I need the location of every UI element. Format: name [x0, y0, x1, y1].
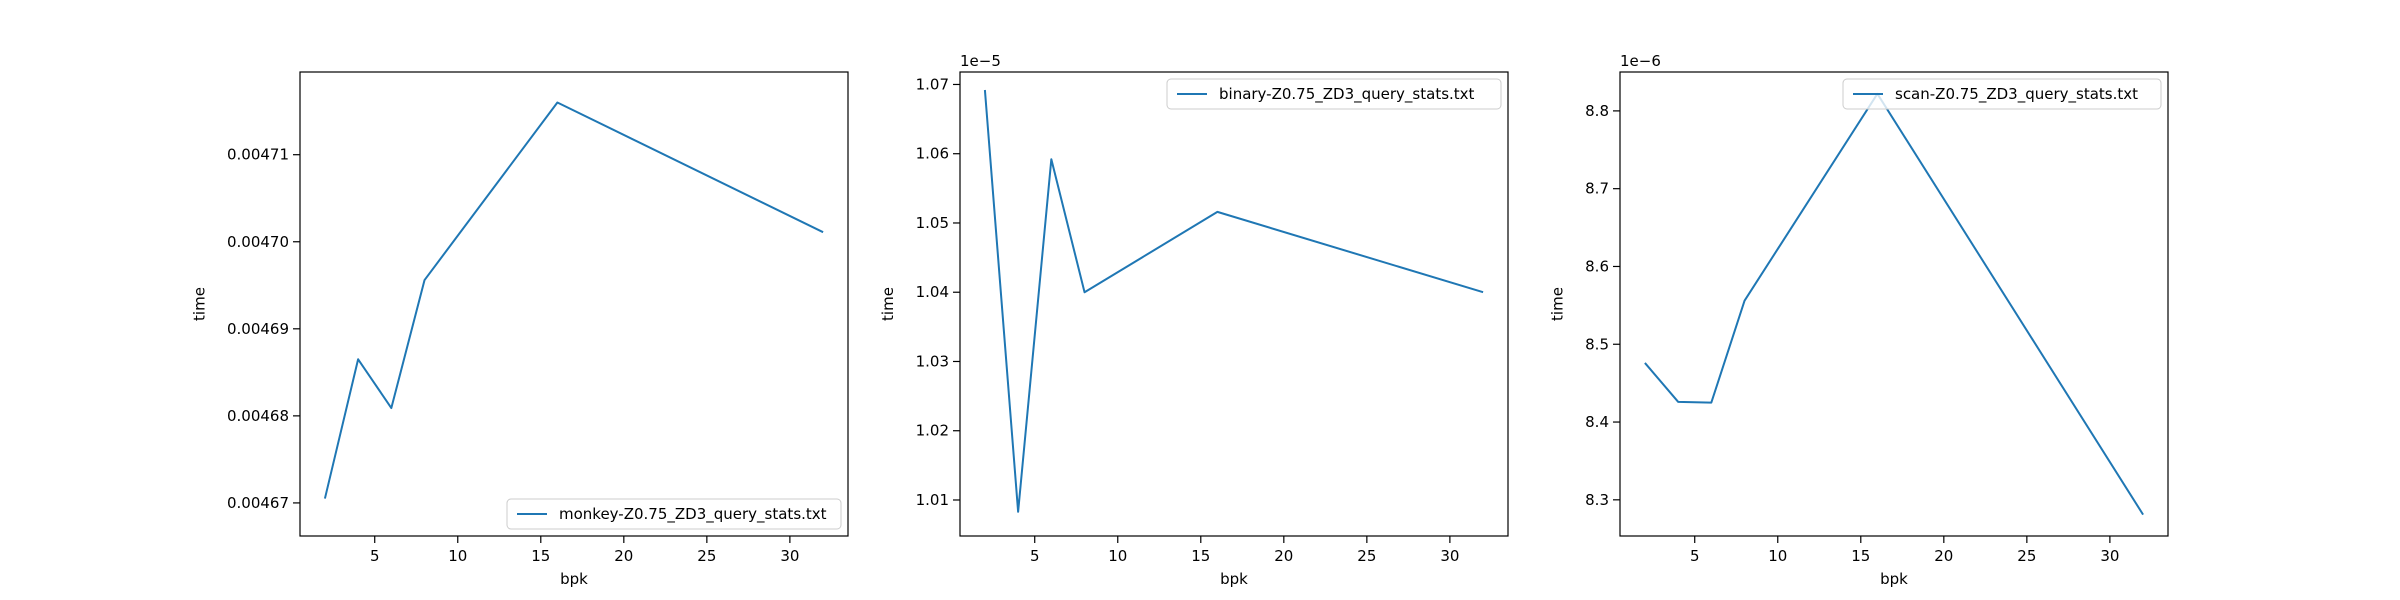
x-axis-label: bpk — [1220, 570, 1248, 588]
x-tick-label: 5 — [1690, 547, 1700, 565]
legend-box — [1842, 78, 2162, 110]
x-axis-label: bpk — [560, 570, 588, 588]
x-tick-label: 15 — [1851, 547, 1870, 565]
y-axis-label: time — [1549, 287, 1567, 321]
x-tick-label: 25 — [2017, 547, 2036, 565]
y-tick-label: 0.00468 — [227, 407, 289, 425]
y-axis-label: time — [879, 287, 897, 321]
y-axis-offset-label: 1e−5 — [960, 52, 1001, 70]
x-tick-label: 10 — [1768, 547, 1787, 565]
x-tick-label: 30 — [2100, 547, 2119, 565]
y-tick-label: 8.7 — [1585, 180, 1609, 198]
series-line-1 — [323, 101, 824, 499]
x-tick-label: 25 — [697, 547, 716, 565]
legend: scan-Z0.75_ZD3_query_stats.txt — [1842, 78, 2162, 110]
y-tick-label: 1.06 — [916, 145, 949, 163]
x-tick-label: 15 — [1191, 547, 1210, 565]
y-tick-label: 8.8 — [1585, 102, 1609, 120]
axes-frame — [299, 71, 849, 537]
x-tick-label: 20 — [1274, 547, 1293, 565]
y-tick-label: 8.6 — [1585, 257, 1609, 275]
legend-box — [506, 498, 842, 530]
chart-panel-1: 5 10 15 20 25 30 0.00467 0.00468 0.00469 0.00470 0… — [191, 71, 849, 588]
y-axis-label: time — [191, 287, 209, 321]
x-tick-label: 20 — [1934, 547, 1953, 565]
x-tick-label: 15 — [531, 547, 550, 565]
legend: monkey-Z0.75_ZD3_query_stats.txt — [506, 498, 842, 530]
chart-panel-3: 5 10 15 20 25 30 8.3 8.4 8.5 8.6 8.7 8.8 bpk time 1e−6… — [1549, 52, 2169, 588]
y-tick-label: 0.00471 — [227, 146, 289, 164]
x-tick-label: 5 — [1030, 547, 1040, 565]
y-tick-label: 1.05 — [916, 214, 949, 232]
x-tick-label: 5 — [370, 547, 380, 565]
x-tick-label: 10 — [1108, 547, 1127, 565]
legend-label: binary-Z0.75_ZD3_query_stats.txt — [1219, 85, 1475, 104]
y-tick-label: 1.02 — [916, 422, 949, 440]
x-tick-label: 30 — [780, 547, 799, 565]
x-tick-label: 25 — [1357, 547, 1376, 565]
series-line-1 — [983, 89, 1484, 513]
legend: binary-Z0.75_ZD3_query_stats.txt — [1166, 78, 1502, 110]
y-tick-label: 1.07 — [916, 75, 949, 93]
legend-label: monkey-Z0.75_ZD3_query_stats.txt — [559, 505, 827, 524]
x-tick-label: 30 — [1440, 547, 1459, 565]
y-axis-offset-label: 1e−6 — [1620, 52, 1661, 70]
x-axis-label: bpk — [1880, 570, 1908, 588]
axes-frame — [959, 71, 1509, 537]
y-tick-label: 8.4 — [1585, 413, 1609, 431]
y-tick-label: 0.00469 — [227, 320, 289, 338]
y-tick-label: 8.3 — [1585, 491, 1609, 509]
y-tick-label: 1.01 — [916, 491, 949, 509]
x-tick-label: 20 — [614, 547, 633, 565]
legend-label: scan-Z0.75_ZD3_query_stats.txt — [1895, 85, 2138, 104]
y-tick-label: 0.00467 — [227, 494, 289, 512]
axes-frame — [1619, 71, 2169, 537]
legend-box — [1166, 78, 1502, 110]
y-tick-label: 1.03 — [916, 352, 949, 370]
series-line-1 — [1644, 92, 2144, 516]
y-tick-label: 1.04 — [916, 283, 949, 301]
y-tick-label: 0.00470 — [227, 233, 289, 251]
chart-panel-2: 5 10 15 20 25 30 1.01 1.02 1.03 1.04 1.05 1.06 1.07 b… — [879, 52, 1509, 588]
y-tick-label: 8.5 — [1585, 335, 1609, 353]
x-tick-label: 10 — [448, 547, 467, 565]
